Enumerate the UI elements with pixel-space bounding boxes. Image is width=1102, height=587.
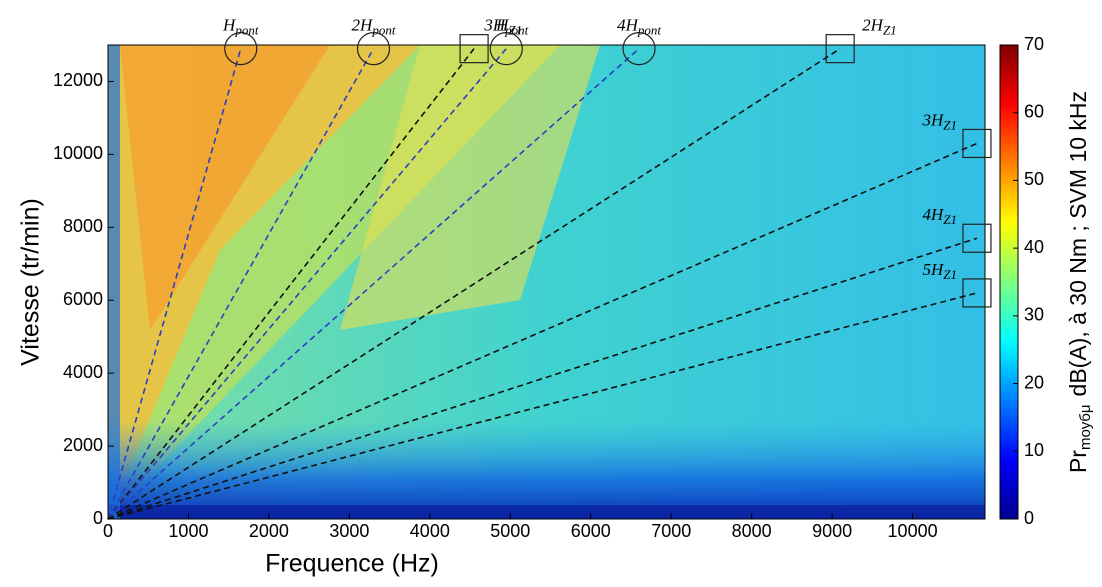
x-tick-label: 9000 [812,521,852,541]
colorbar-title: Prmoyбμ dB(A), à 30 Nm ; SVM 10 kHz [1065,91,1094,473]
x-tick-label: 4000 [410,521,450,541]
order-label: 2HZ1 [862,16,897,38]
y-axis-title: Vitesse (tr/min) [17,198,45,366]
colorbar-tick-label: 70 [1024,34,1044,54]
plot-area [107,47,978,520]
y-tick-label: 10000 [53,143,103,163]
order-marker [825,34,855,64]
order-line [107,48,375,520]
order-label-sub: Z1 [943,267,957,282]
order-label-name: 3H [921,110,945,129]
order-label-sub: pont [504,23,529,38]
y-tick-label: 0 [93,508,103,528]
x-tick-label: 5000 [490,521,530,541]
colorbar-tick-label: 40 [1024,237,1044,257]
order-label: 5HZ1 [922,260,957,282]
order-label: 2Hpont [352,16,396,38]
y-tick-label: 6000 [63,289,103,309]
order-marker [622,32,656,66]
order-line [107,48,640,520]
colorbar-tick-label: 30 [1024,305,1044,325]
y-tick-label: 12000 [53,70,103,90]
order-label: 3Hpont [483,16,528,38]
order-label-sub: pont [637,23,662,38]
x-tick-label: 6000 [571,521,611,541]
x-tick-label: 2000 [249,521,289,541]
order-marker [224,32,258,66]
order-marker [962,223,992,253]
colorbar-tick-label: 0 [1024,508,1034,528]
order-label-name: 5H [922,260,945,279]
order-marker [459,34,489,64]
order-marker [356,32,391,66]
order-label-name: 2H [862,16,885,35]
order-label: 3HZ1 [921,110,957,132]
order-line [107,48,242,520]
order-label-sub: pont [234,23,259,38]
colorbar [999,44,1019,520]
x-tick-label: 0 [103,521,113,541]
order-label-name: 4H [617,16,640,35]
x-tick-label: 7000 [651,521,691,541]
order-label-sub: Z1 [883,23,897,38]
colorbar-tick-label: 20 [1024,372,1044,392]
x-tick-label: 3000 [329,521,369,541]
colorbar-title-main: Pr [1065,450,1091,473]
order-label-name: 4H [922,205,945,224]
order-label: 4Hpont [617,16,661,38]
order-label-name: 2H [352,16,375,35]
y-tick-label: 4000 [63,362,103,382]
order-label-name: H [495,16,510,35]
order-marker [489,32,523,66]
order-line [107,142,978,520]
plot-frame [107,44,986,520]
colorbar-title-rest: dB(A), à 30 Nm ; SVM 10 kHz [1065,91,1091,396]
order-line [107,47,841,520]
order-marker [962,128,992,159]
colorbar-title-sub: moyбμ [1077,404,1094,450]
x-axis-title: Frequence (Hz) [265,550,439,578]
order-marker [962,278,992,308]
order-line [107,237,978,520]
x-tick-label: 8000 [732,521,772,541]
y-tick-label: 8000 [63,216,103,236]
x-tick-label: 1000 [168,521,208,541]
colorbar-tick-label: 10 [1024,440,1044,460]
order-label-sub: Z1 [943,212,957,227]
colorbar-tick-label: 60 [1024,101,1044,121]
x-tick-label: 10000 [888,521,938,541]
order-label-sub: Z1 [943,117,957,132]
heatmap-background [108,45,985,519]
order-label-sub: pont [371,23,396,38]
order-label-name: H [222,16,237,35]
order-label-name: 3H [483,16,507,35]
colorbar-tick-label: 50 [1024,169,1044,189]
order-line [107,48,507,520]
order-label: 4HZ1 [922,205,957,227]
y-tick-label: 2000 [63,435,103,455]
order-label: Hpont [222,16,259,38]
